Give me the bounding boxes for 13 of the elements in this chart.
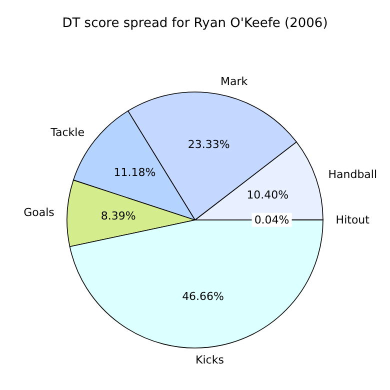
data-label: 10.40% xyxy=(246,188,289,202)
slice-label: Hitout xyxy=(336,213,370,226)
slice-label: Mark xyxy=(220,75,248,88)
slice-label: Handball xyxy=(328,168,378,181)
data-label: 8.39% xyxy=(100,209,136,222)
data-label: 23.33% xyxy=(188,138,230,151)
slice-label: Tackle xyxy=(50,126,85,140)
data-label: 11.18% xyxy=(114,166,156,179)
data-label: 46.66% xyxy=(182,290,224,303)
slice-label: Goals xyxy=(24,206,55,219)
slice-label: Kicks xyxy=(196,354,224,367)
data-label: 0.04% xyxy=(254,213,290,226)
chart-title: DT score spread for Ryan O'Keefe (2006) xyxy=(61,16,329,31)
